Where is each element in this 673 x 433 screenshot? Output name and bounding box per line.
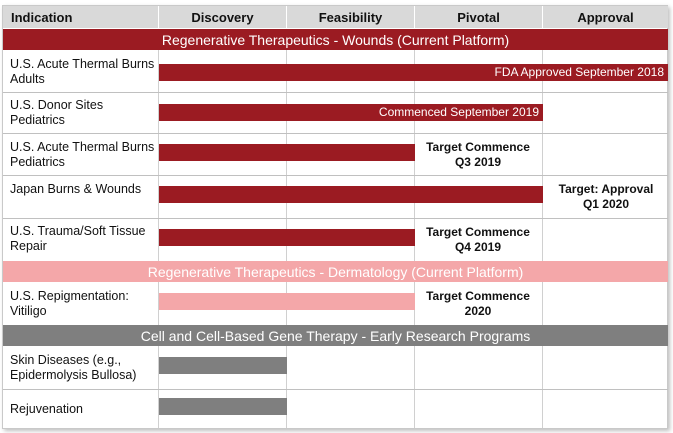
progress-bar-vitiligo xyxy=(159,293,415,310)
row-divider xyxy=(3,175,668,176)
bar-status-text: Commenced September 2019 xyxy=(378,105,539,119)
section-gene-therapy: Cell and Cell-Based Gene Therapy - Early… xyxy=(3,325,668,346)
indication-label: U.S. Acute Thermal Burns Adults xyxy=(10,57,155,86)
indication-label: Skin Diseases (e.g., Epidermolysis Bullo… xyxy=(10,353,137,382)
grid-line-discovery xyxy=(158,50,159,428)
bar-status-text: FDA Approved September 2018 xyxy=(494,65,664,79)
row-divider xyxy=(3,218,668,219)
header-approval: Approval xyxy=(543,6,668,28)
progress-bar-rejuvenation xyxy=(159,398,287,415)
progress-bar-burns-adults: FDA Approved September 2018 xyxy=(159,64,668,81)
progress-bar-burns-pediatrics xyxy=(159,144,415,161)
progress-bar-japan-burns xyxy=(159,186,543,203)
indication-label: U.S. Trauma/Soft Tissue Repair xyxy=(10,224,146,253)
section-dermatology: Regenerative Therapeutics - Dermatology … xyxy=(3,261,668,282)
target-note: Target Commence Q3 2019 xyxy=(426,140,530,169)
target-note: Target: Approval Q1 2020 xyxy=(558,182,654,211)
progress-bar-trauma xyxy=(159,229,415,246)
target-note: Target Commence 2020 xyxy=(426,289,530,318)
target-note: Target Commence Q4 2019 xyxy=(426,225,530,254)
progress-bar-skin-diseases xyxy=(159,357,287,374)
progress-bar-donor-sites: Commenced September 2019 xyxy=(159,104,543,121)
row-divider xyxy=(3,133,668,134)
row-divider xyxy=(3,389,668,390)
header-indication: Indication xyxy=(3,6,159,28)
indication-label: U.S. Donor Sites Pediatrics xyxy=(10,98,104,127)
section-wounds: Regenerative Therapeutics - Wounds (Curr… xyxy=(3,29,668,50)
indication-label: Rejuvenation xyxy=(10,402,83,416)
indication-label: U.S. Acute Thermal Burns Pediatrics xyxy=(10,140,155,169)
indication-label: U.S. Repigmentation: Vitiligo xyxy=(10,289,129,318)
grid-line-approval xyxy=(542,50,543,428)
header-feasibility: Feasibility xyxy=(287,6,415,28)
header-pivotal: Pivotal xyxy=(415,6,543,28)
row-divider xyxy=(3,92,668,93)
header-discovery: Discovery xyxy=(159,6,287,28)
indication-label: Japan Burns & Wounds xyxy=(10,182,142,196)
